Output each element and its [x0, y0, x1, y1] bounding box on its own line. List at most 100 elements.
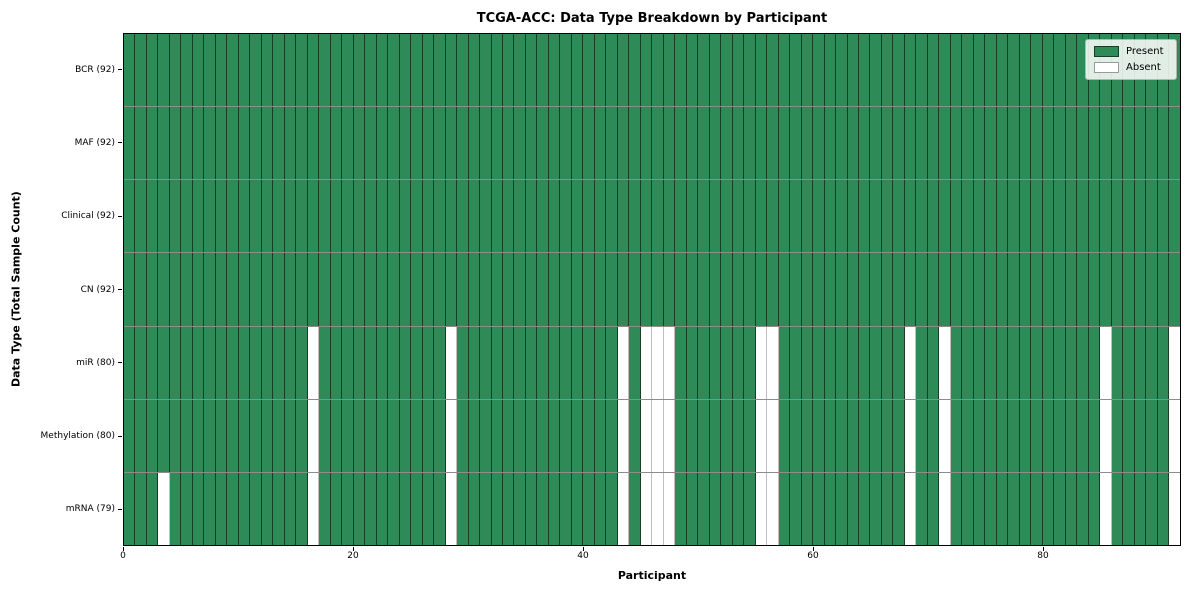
heatmap-cell [1088, 399, 1101, 472]
heatmap-cell [847, 472, 859, 545]
heatmap-cell [1065, 399, 1078, 472]
heatmap-cell [158, 180, 170, 253]
heatmap-cell [480, 107, 492, 180]
legend-label-present: Present [1126, 46, 1164, 57]
heatmap-cell [824, 180, 837, 253]
heatmap-cell [571, 326, 584, 399]
heatmap-cell [376, 326, 389, 399]
heatmap-cell [606, 34, 618, 107]
heatmap-cell [1157, 326, 1170, 399]
heatmap-cell [422, 107, 435, 180]
heatmap-cell [1019, 399, 1032, 472]
heatmap-cell [847, 253, 859, 326]
heatmap-cell [1169, 399, 1180, 472]
heatmap-cell [824, 399, 837, 472]
heatmap-cell [1065, 326, 1078, 399]
heatmap-cell [709, 107, 722, 180]
heatmap-cell [1065, 34, 1078, 107]
heatmap-cell [1100, 399, 1112, 472]
heatmap-cell [939, 107, 951, 180]
heatmap-cell [319, 472, 331, 545]
heatmap-cell [1019, 34, 1032, 107]
heatmap-cell [238, 253, 251, 326]
heatmap-cell [204, 399, 216, 472]
heatmap-cell [985, 253, 997, 326]
heatmap-cell [859, 107, 871, 180]
heatmap-cell [927, 180, 940, 253]
heatmap-cell [1042, 399, 1055, 472]
heatmap-cell [342, 399, 354, 472]
heatmap-cell [801, 253, 814, 326]
heatmap-cell [537, 399, 549, 472]
heatmap-cell [698, 253, 710, 326]
heatmap-cell [652, 180, 664, 253]
heatmap-cell [399, 253, 412, 326]
heatmap-cell [250, 399, 262, 472]
heatmap-cell [250, 107, 262, 180]
heatmap-cell [767, 399, 779, 472]
heatmap-cell [502, 472, 515, 545]
heatmap-cell [881, 34, 894, 107]
heatmap-cell [1077, 399, 1089, 472]
heatmap-cell [284, 34, 297, 107]
heatmap-cell [675, 107, 687, 180]
heatmap-cell [158, 107, 170, 180]
heatmap-cell [250, 180, 262, 253]
heatmap-cell [146, 399, 159, 472]
heatmap-cell [778, 107, 791, 180]
heatmap-cell [950, 326, 963, 399]
heatmap-cell [238, 472, 251, 545]
heatmap-cell [744, 107, 756, 180]
heatmap-cell [342, 107, 354, 180]
heatmap-cell [434, 34, 446, 107]
heatmap-cell [744, 34, 756, 107]
heatmap-cell [491, 180, 503, 253]
heatmap-row [124, 180, 1180, 254]
heatmap-cell [571, 399, 584, 472]
heatmap-cell [1088, 253, 1101, 326]
heatmap-cell [950, 399, 963, 472]
heatmap-cell [399, 472, 412, 545]
heatmap-cell [1054, 107, 1066, 180]
legend-swatch-absent-icon [1094, 62, 1119, 73]
heatmap-cell [330, 34, 343, 107]
heatmap-cell [870, 107, 882, 180]
heatmap-cell [686, 253, 699, 326]
heatmap-cell [261, 180, 274, 253]
heatmap-cell [939, 34, 951, 107]
heatmap-cell [215, 34, 228, 107]
heatmap-cell [594, 472, 607, 545]
heatmap-cell [1157, 399, 1170, 472]
heatmap-cell [445, 326, 458, 399]
heatmap-cell [135, 180, 147, 253]
heatmap-cell [434, 180, 446, 253]
heatmap-cell [1008, 34, 1020, 107]
heatmap-cell [836, 107, 848, 180]
heatmap-cell [135, 34, 147, 107]
heatmap-cell [227, 326, 239, 399]
y-tick-label: MAF (92) [74, 137, 115, 148]
heatmap-cell [376, 399, 389, 472]
heatmap-cell [801, 107, 814, 180]
heatmap-cell [353, 253, 366, 326]
heatmap-cell [950, 253, 963, 326]
heatmap-cell [927, 399, 940, 472]
heatmap-cell [767, 180, 779, 253]
heatmap-cell [606, 399, 618, 472]
y-tick-label: mRNA (79) [65, 504, 115, 515]
heatmap-cell [181, 399, 193, 472]
heatmap-cell [169, 180, 182, 253]
heatmap-cell [617, 326, 630, 399]
heatmap-cell [1134, 399, 1147, 472]
heatmap-cell [652, 34, 664, 107]
heatmap-cell [663, 253, 676, 326]
heatmap-cell [698, 472, 710, 545]
heatmap-row [124, 253, 1180, 327]
heatmap-cell [859, 326, 871, 399]
x-tick-label: 0 [120, 551, 126, 561]
heatmap-cell [721, 34, 733, 107]
heatmap-cell [307, 180, 320, 253]
heatmap-cell [836, 472, 848, 545]
heatmap-cell [204, 34, 216, 107]
heatmap-cell [238, 107, 251, 180]
